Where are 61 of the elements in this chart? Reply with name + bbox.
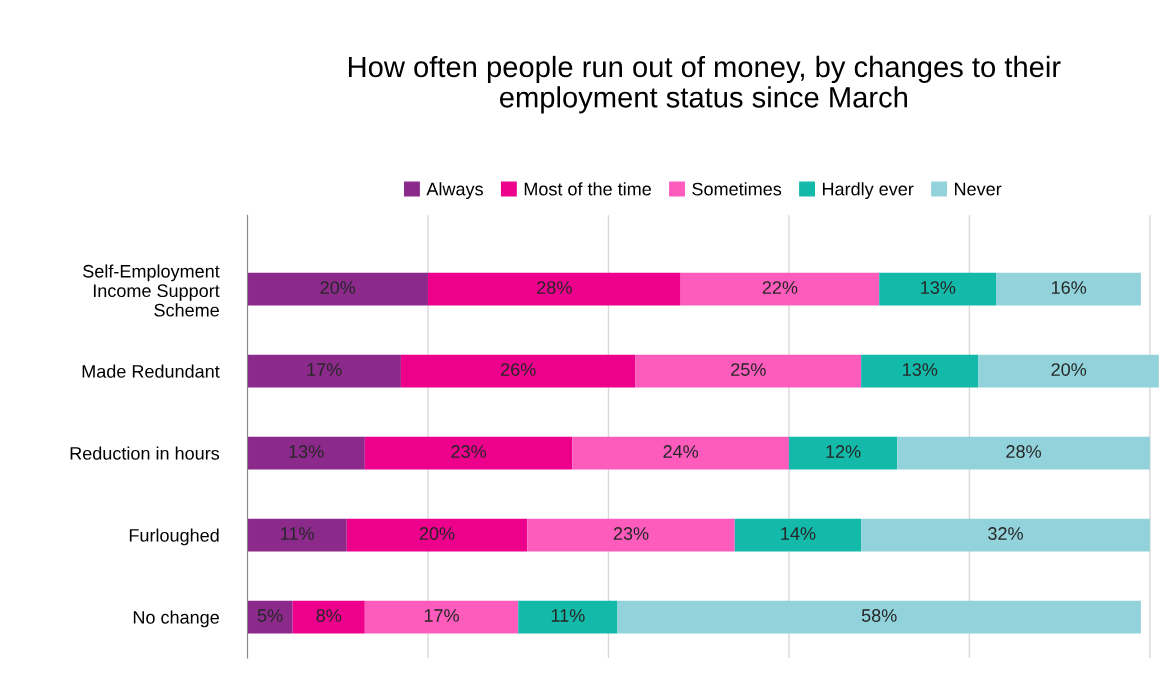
y-tick-label: Reduction in hours bbox=[70, 446, 220, 460]
data-label: 25% bbox=[731, 363, 766, 376]
y-tick-label: No change bbox=[133, 610, 219, 628]
data-label: 13% bbox=[289, 445, 324, 458]
data-label: 5% bbox=[257, 609, 283, 622]
data-label: 11% bbox=[281, 527, 314, 540]
data-label: 13% bbox=[903, 363, 938, 376]
y-tick-label: Made Redundant bbox=[82, 364, 220, 378]
data-label: 12% bbox=[826, 445, 861, 458]
bar bbox=[788, 436, 898, 470]
data-label: 13% bbox=[921, 281, 956, 294]
bar bbox=[572, 436, 789, 470]
data-label: 17% bbox=[307, 363, 342, 376]
bar bbox=[635, 354, 862, 388]
data-label: 22% bbox=[762, 281, 798, 294]
data-label: 23% bbox=[451, 445, 487, 458]
data-label: 24% bbox=[663, 445, 699, 458]
bar bbox=[617, 600, 1141, 634]
legend-label: Sometimes bbox=[692, 182, 782, 196]
data-label: 20% bbox=[1051, 363, 1087, 376]
bar bbox=[996, 272, 1141, 306]
bar bbox=[247, 518, 347, 552]
bar bbox=[527, 518, 735, 552]
data-label: 23% bbox=[613, 527, 649, 540]
bar bbox=[427, 272, 681, 306]
data-label: 16% bbox=[1051, 281, 1087, 294]
bar bbox=[292, 600, 365, 634]
bar bbox=[861, 518, 1150, 552]
legend-label: Always bbox=[426, 182, 483, 200]
data-label: 20% bbox=[419, 527, 455, 540]
data-label: 28% bbox=[537, 281, 572, 294]
y-tick-label: Self-Employment Income Support Scheme bbox=[83, 264, 220, 317]
bar bbox=[400, 354, 636, 388]
bar bbox=[247, 272, 428, 306]
data-label: 28% bbox=[1006, 445, 1041, 458]
bar bbox=[978, 354, 1159, 388]
data-label: 14% bbox=[781, 527, 816, 540]
data-label: 17% bbox=[424, 609, 459, 622]
bar bbox=[680, 272, 880, 306]
data-label: 32% bbox=[988, 527, 1023, 540]
bar bbox=[247, 436, 365, 470]
bar bbox=[247, 600, 293, 634]
data-label: 8% bbox=[316, 609, 342, 622]
bar bbox=[897, 436, 1150, 470]
bar bbox=[518, 600, 618, 634]
bar bbox=[364, 600, 519, 634]
chart-title: How often people run out of money, by changes to their employment status since March bbox=[348, 55, 1061, 114]
data-label: 58% bbox=[861, 609, 897, 622]
bar bbox=[364, 436, 573, 470]
legend-label: Hardly ever bbox=[822, 182, 914, 200]
bar bbox=[861, 354, 979, 388]
bar bbox=[734, 518, 862, 552]
data-label: 20% bbox=[320, 281, 356, 294]
data-label: 26% bbox=[501, 363, 536, 376]
bar bbox=[247, 354, 401, 388]
legend-label: Most of the time bbox=[524, 182, 651, 196]
y-tick-label: Furloughed bbox=[129, 528, 219, 546]
bar bbox=[346, 518, 528, 552]
legend-label: Never bbox=[955, 182, 1002, 196]
bar bbox=[879, 272, 997, 306]
data-label: 11% bbox=[551, 609, 585, 622]
